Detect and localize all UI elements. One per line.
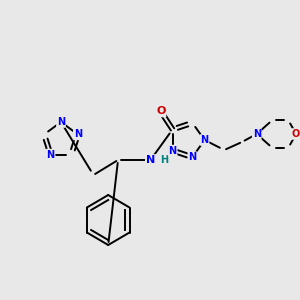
Text: N: N <box>74 129 82 140</box>
Text: H: H <box>160 155 169 165</box>
Text: N: N <box>57 117 65 127</box>
Text: N: N <box>146 155 155 165</box>
Text: N: N <box>253 129 261 139</box>
Text: O: O <box>292 129 300 139</box>
Text: N: N <box>188 152 196 162</box>
Text: N: N <box>46 150 55 160</box>
Text: N: N <box>169 146 177 156</box>
Text: O: O <box>156 106 166 116</box>
Text: N: N <box>200 135 209 145</box>
